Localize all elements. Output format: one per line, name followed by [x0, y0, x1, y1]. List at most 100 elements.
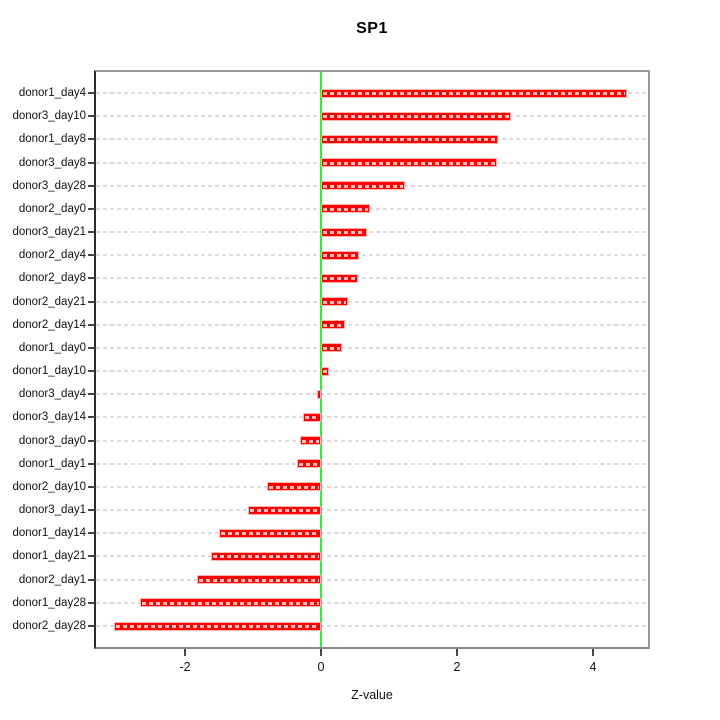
gridline — [96, 625, 648, 627]
bar-dash-pattern — [323, 138, 497, 142]
y-tick-label: donor3_day0 — [18, 434, 86, 447]
bar-dash-pattern — [323, 184, 404, 188]
y-axis-tick — [88, 509, 95, 512]
bar-dash-pattern — [323, 300, 347, 304]
bar-dash-pattern — [249, 509, 319, 513]
gridline — [96, 277, 648, 280]
gridline — [96, 462, 648, 465]
chart-title: SP1 — [356, 20, 388, 37]
y-tick-label: donor1_day1 — [18, 457, 86, 470]
gridline — [96, 578, 648, 581]
y-tick-label: donor1_day28 — [12, 596, 86, 609]
bar — [139, 598, 321, 608]
y-tick-label: donor3_day8 — [18, 156, 86, 169]
x-tick-label: 0 — [317, 660, 325, 674]
bar-dash-pattern — [323, 254, 358, 258]
bar-dash-pattern — [323, 115, 510, 119]
bar — [321, 111, 512, 121]
y-tick-label: donor2_day1 — [18, 573, 86, 586]
y-tick-label: donor1_day21 — [12, 550, 86, 563]
bar-dash-pattern — [269, 485, 319, 489]
y-tick-label: donor3_day10 — [12, 110, 86, 123]
x-axis-title: Z-value — [351, 688, 393, 702]
y-tick-label: donor2_day0 — [18, 202, 86, 215]
y-axis-tick — [88, 416, 95, 419]
bar-dash-pattern — [323, 207, 368, 211]
bar — [321, 134, 499, 144]
y-axis-tick — [88, 370, 95, 373]
bar-dash-pattern — [221, 532, 319, 536]
bar-dash-pattern — [141, 601, 319, 605]
bar-dash-pattern — [323, 370, 328, 374]
y-tick-label: donor2_day14 — [12, 318, 86, 331]
bar — [247, 505, 321, 515]
bar — [267, 482, 321, 492]
y-axis-tick — [88, 625, 95, 627]
gridline — [96, 300, 648, 303]
bar — [210, 551, 321, 561]
zero-line — [320, 72, 322, 647]
y-axis-tick — [88, 532, 95, 535]
bar — [321, 181, 406, 191]
bar — [113, 621, 321, 631]
gridline — [96, 485, 648, 488]
bar-dash-pattern — [299, 462, 319, 466]
bar — [321, 297, 349, 307]
y-tick-label: donor3_day1 — [18, 504, 86, 517]
y-axis-tick — [88, 300, 95, 303]
gridline — [96, 601, 648, 604]
y-axis-tick — [88, 555, 95, 558]
x-tick-label: 2 — [453, 660, 461, 674]
y-axis-tick — [88, 207, 95, 210]
y-tick-label: donor3_day4 — [18, 388, 86, 401]
y-axis-tick — [88, 138, 95, 141]
x-axis-tick — [591, 649, 594, 656]
gridline — [96, 555, 648, 558]
bar — [321, 158, 498, 168]
y-tick-label: donor2_day8 — [18, 272, 86, 285]
bar-dash-pattern — [115, 625, 319, 628]
bar-dash-pattern — [301, 439, 319, 443]
y-tick-label: donor1_day0 — [18, 341, 86, 354]
bar — [321, 343, 343, 353]
y-axis-tick — [88, 578, 95, 581]
y-axis-tick — [88, 184, 95, 187]
y-axis-tick — [88, 231, 95, 234]
y-axis-tick — [88, 346, 95, 349]
plot-area — [96, 72, 648, 647]
x-axis-tick — [320, 649, 322, 656]
bar — [303, 412, 321, 422]
x-tick-label: -2 — [179, 660, 191, 674]
gridline — [96, 254, 648, 257]
y-axis-tick — [88, 601, 95, 604]
bar-dash-pattern — [199, 578, 319, 582]
y-axis-tick — [88, 115, 95, 118]
gridline — [96, 323, 648, 326]
y-tick-label: donor1_day4 — [18, 87, 86, 99]
bar — [299, 436, 321, 446]
bar — [297, 459, 321, 469]
bar — [316, 389, 321, 399]
y-tick-label: donor2_day4 — [18, 249, 86, 262]
bar-dash-pattern — [323, 161, 496, 165]
gridline — [96, 532, 648, 535]
gridline — [96, 393, 648, 396]
y-axis-tick — [88, 485, 95, 488]
x-tick-label: 4 — [589, 660, 597, 674]
y-axis-tick — [88, 254, 95, 257]
y-axis-tick — [88, 462, 95, 465]
bar — [321, 204, 370, 214]
y-tick-label: donor2_day10 — [12, 480, 86, 493]
y-tick-label: donor1_day8 — [18, 133, 86, 146]
bar — [197, 575, 321, 585]
bar-dash-pattern — [212, 555, 319, 559]
gridline — [96, 416, 648, 419]
bar-dash-pattern — [323, 346, 341, 350]
bar-dash-pattern — [323, 323, 344, 327]
bar-dash-pattern — [323, 92, 625, 95]
y-tick-label: donor1_day10 — [12, 365, 86, 378]
gridline — [96, 439, 648, 442]
bar — [219, 528, 321, 538]
bar-dash-pattern — [305, 416, 319, 420]
bar — [321, 273, 358, 283]
